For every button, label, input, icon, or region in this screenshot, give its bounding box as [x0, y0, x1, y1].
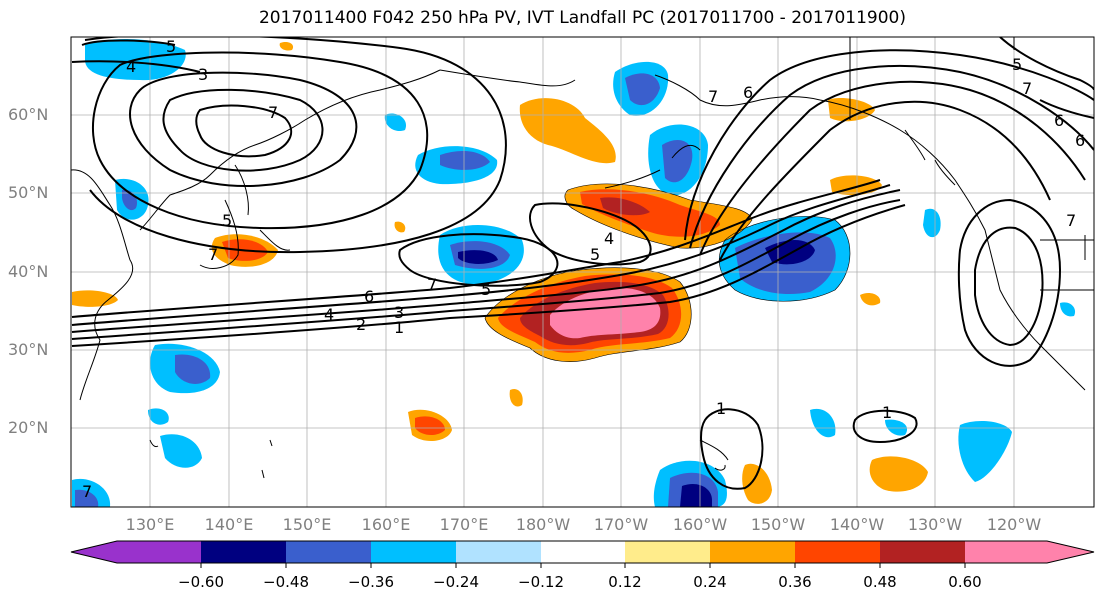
lon-label: 130°W [907, 515, 963, 534]
lon-label: 180°W [515, 515, 571, 534]
lat-label: 40°N [8, 262, 49, 281]
colorbar-tick-label: −0.12 [518, 573, 564, 591]
colorbar-tick-label: 0.48 [863, 573, 897, 591]
contour-label: 4 [604, 229, 614, 248]
colorbar-tick-label: 0.60 [948, 573, 982, 591]
contour-label: 4 [324, 305, 334, 324]
height-contours [71, 37, 1094, 490]
contour-label: 7 [708, 87, 718, 106]
contour-label: 6 [1075, 131, 1085, 150]
colorbar-tick-label: −0.60 [178, 573, 224, 591]
contour-label-layer: 5 4 3 7 7 6 5 5 7 5 6 4 2 1 3 7 5 4 6 7 … [82, 37, 1085, 501]
colorbar-tick-label: 0.36 [778, 573, 812, 591]
colorbar-tick-label: 0.12 [608, 573, 642, 591]
contour-label: 4 [126, 57, 136, 76]
lon-label: 150°E [282, 515, 332, 534]
lat-label: 60°N [8, 105, 49, 124]
contour-label: 7 [1066, 211, 1076, 230]
contour-label: 5 [222, 211, 232, 230]
colorbar-segment [965, 541, 1094, 563]
colorbar [70, 540, 1095, 568]
lat-label: 30°N [8, 340, 49, 359]
colorbar-segment [286, 541, 371, 563]
lon-label: 140°W [829, 515, 885, 534]
lon-label: 130°E [125, 515, 175, 534]
contour-label: 1 [394, 318, 404, 337]
contour-label: 1 [882, 403, 892, 422]
colorbar-segment [880, 541, 965, 563]
contour-label: 7 [1022, 79, 1032, 98]
colorbar-segment [710, 541, 795, 563]
colorbar-segment [625, 541, 710, 563]
colorbar-segment [541, 541, 625, 563]
contour-label: 6 [1054, 111, 1064, 130]
contour-label: 7 [427, 275, 437, 294]
contour-label: 3 [198, 65, 208, 84]
lon-label: 140°E [204, 515, 254, 534]
contour-label: 7 [268, 103, 278, 122]
contour-label: 3 [394, 303, 404, 322]
contour-label: 5 [481, 280, 491, 299]
colorbar-outline [70, 540, 1095, 564]
contour-label: 6 [743, 83, 753, 102]
map-frame [70, 36, 1095, 508]
map-title: 2017011400 F042 250 hPa PV, IVT Landfall… [258, 8, 906, 28]
lat-label: 20°N [8, 418, 49, 437]
contour-label: 1 [716, 399, 726, 418]
graticule [71, 37, 1094, 507]
lon-label: 120°W [986, 515, 1042, 534]
contour-label: 5 [590, 245, 600, 264]
contour-label: 2 [356, 315, 366, 334]
contour-label: 5 [1012, 55, 1022, 74]
lon-label: 160°W [672, 515, 728, 534]
lon-label: 160°E [361, 515, 411, 534]
contour-label: 7 [208, 245, 218, 264]
colorbar-segment [201, 541, 286, 563]
contour-label: 5 [166, 37, 176, 56]
colorbar-segment [371, 541, 456, 563]
colorbar-segment [71, 541, 201, 563]
contour-label: 7 [82, 482, 92, 501]
lat-label: 50°N [8, 183, 49, 202]
colorbar-tick-label: −0.48 [263, 573, 309, 591]
contour-label: 6 [364, 287, 374, 306]
lon-label: 150°W [750, 515, 806, 534]
colorbar-segment [456, 541, 541, 563]
shading-layer [72, 38, 1076, 507]
lon-label: 170°W [593, 515, 649, 534]
colorbar-segment [795, 541, 880, 563]
lon-label: 170°E [439, 515, 489, 534]
colorbar-tick-label: −0.36 [348, 573, 394, 591]
colorbar-tick-label: −0.24 [433, 573, 479, 591]
colorbar-tick-label: 0.24 [693, 573, 727, 591]
